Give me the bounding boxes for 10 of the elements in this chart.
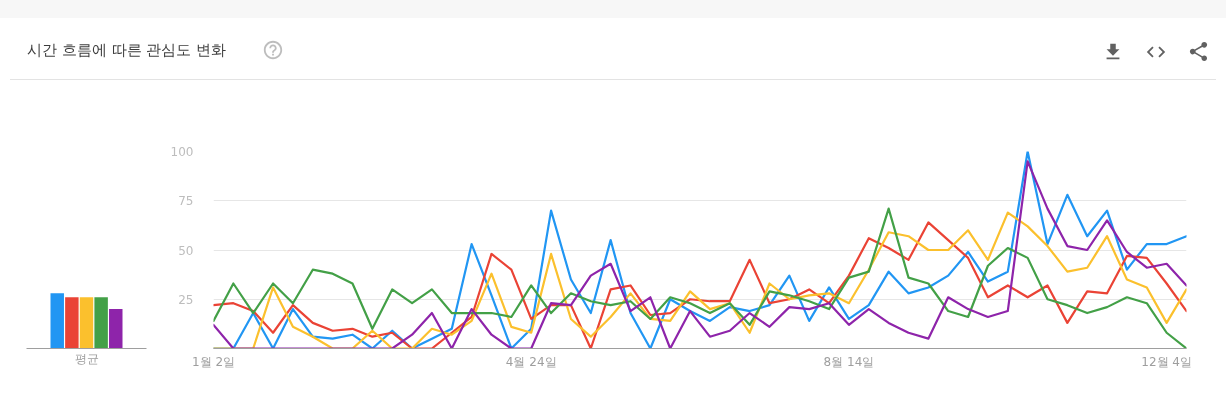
- y-tick-label: 75: [178, 194, 194, 209]
- x-tick-label: 1월 2일: [191, 354, 236, 369]
- x-axis-title: 평균: [74, 351, 99, 366]
- chart-title: 시간 흐름에 따른 관심도 변화: [27, 41, 227, 59]
- y-tick-label: 100: [170, 145, 194, 159]
- x-tick-label: 12월 4일: [1141, 354, 1192, 369]
- y-tick-label: 50: [178, 243, 194, 258]
- x-tick-label: 8월 14일: [823, 354, 875, 369]
- y-tick-label: 25: [178, 292, 194, 307]
- x-tick-label: 4월 24일: [505, 354, 557, 369]
